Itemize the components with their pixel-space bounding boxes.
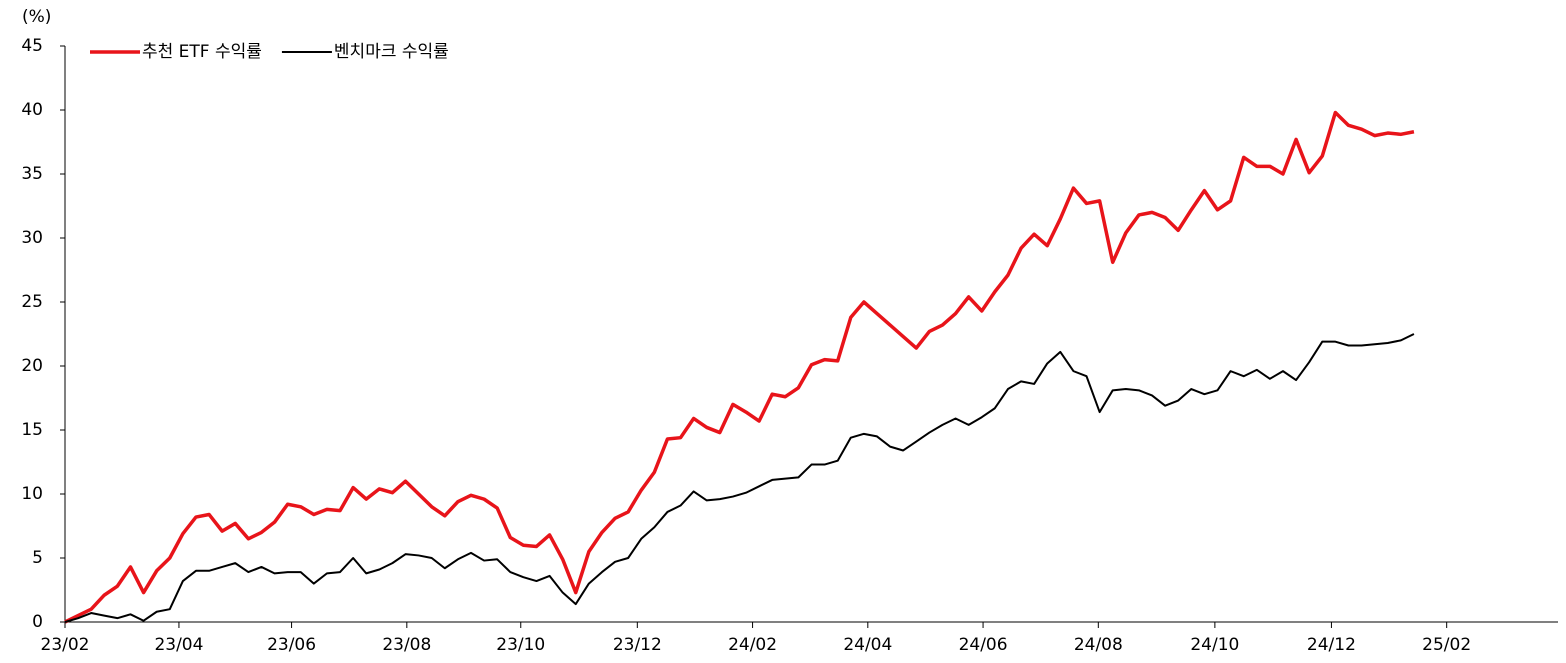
y-axis-label: (%) [22, 7, 51, 27]
x-tick-label: 23/06 [267, 635, 316, 655]
y-tick-label: 30 [21, 228, 43, 248]
x-tick-label: 23/12 [613, 635, 662, 655]
x-tick-label: 24/02 [728, 635, 777, 655]
x-tick-label: 23/02 [41, 635, 90, 655]
y-tick-label: 15 [21, 420, 43, 440]
x-tick-label: 23/08 [382, 635, 431, 655]
x-tick-label: 24/10 [1190, 635, 1239, 655]
x-tick-label: 23/04 [154, 635, 203, 655]
y-tick-label: 5 [32, 548, 43, 568]
x-tick-label: 24/06 [959, 635, 1008, 655]
x-tick-label: 24/12 [1307, 635, 1356, 655]
x-tick-label: 25/02 [1422, 635, 1471, 655]
x-tick-label: 23/10 [496, 635, 545, 655]
y-tick-label: 45 [21, 36, 43, 56]
y-tick-label: 0 [32, 612, 43, 632]
y-tick-label: 40 [21, 100, 43, 120]
legend-label: 추천 ETF 수익률 [142, 42, 262, 62]
y-tick-label: 25 [21, 292, 43, 312]
y-tick-label: 10 [21, 484, 43, 504]
y-tick-label: 20 [21, 356, 43, 376]
x-tick-label: 24/04 [843, 635, 892, 655]
legend-label: 벤치마크 수익률 [334, 42, 449, 62]
y-tick-label: 35 [21, 164, 43, 184]
x-tick-label: 24/08 [1074, 635, 1123, 655]
series-line [64, 333, 1415, 623]
series-line [64, 110, 1415, 624]
